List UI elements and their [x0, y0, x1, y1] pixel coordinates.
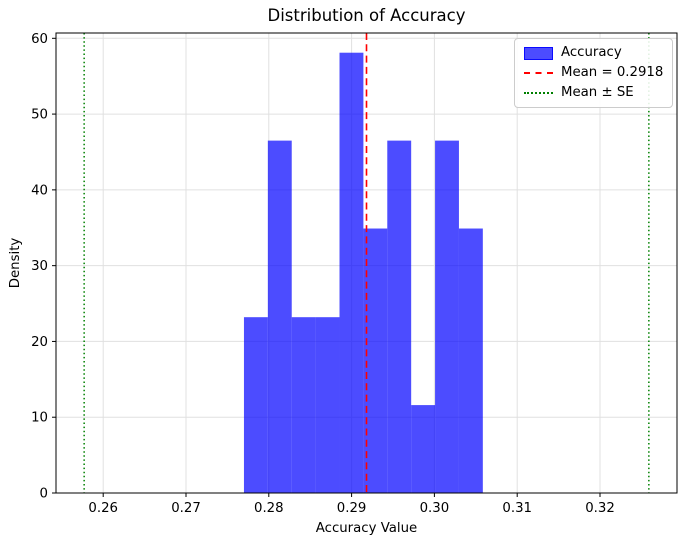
histogram-bar: [387, 140, 412, 493]
x-tick-label: 0.26: [88, 501, 118, 516]
histogram-bar: [267, 140, 292, 493]
legend-swatch-accuracy-patch: [524, 46, 553, 60]
x-tick-label: 0.28: [254, 501, 284, 516]
histogram-bar: [458, 228, 483, 493]
y-tick-label: 40: [31, 183, 48, 198]
legend-item-mean: Mean = 0.2918: [524, 66, 663, 80]
y-tick-label: 0: [40, 487, 48, 502]
legend-item-se: Mean ± SE: [524, 86, 663, 100]
y-tick-label: 20: [31, 335, 48, 350]
histogram-bar: [363, 228, 388, 493]
legend-swatch-se-dotted-line: [524, 92, 553, 94]
y-tick-label: 10: [31, 411, 48, 426]
x-tick-label: 0.29: [337, 501, 367, 516]
x-axis-label: Accuracy Value: [315, 521, 418, 536]
histogram-bar: [411, 405, 436, 493]
histogram-bar: [243, 317, 268, 493]
legend: Accuracy Mean = 0.2918 Mean ± SE: [514, 38, 674, 108]
legend-swatch-mean-dashed-line: [524, 72, 553, 74]
histogram-bar: [435, 140, 459, 493]
x-tick-label: 0.31: [502, 501, 532, 516]
x-tick-label: 0.32: [585, 501, 615, 516]
legend-label-accuracy: Accuracy: [561, 45, 622, 60]
plot-border: [55, 32, 678, 494]
legend-label-mean: Mean = 0.2918: [561, 65, 664, 80]
x-tick-label: 0.30: [420, 501, 450, 516]
chart-title: Distribution of Accuracy: [267, 6, 466, 25]
y-tick-label: 50: [31, 108, 48, 123]
legend-item-accuracy: Accuracy: [524, 46, 663, 60]
y-axis-label: Density: [8, 237, 23, 289]
x-tick-label: 0.27: [171, 501, 201, 516]
histogram-bar: [315, 317, 340, 493]
histogram-bar: [291, 317, 316, 493]
legend-label-se: Mean ± SE: [561, 85, 634, 100]
y-tick-label: 30: [31, 259, 48, 274]
y-tick-label: 60: [31, 32, 48, 47]
histogram-bar: [339, 52, 364, 493]
